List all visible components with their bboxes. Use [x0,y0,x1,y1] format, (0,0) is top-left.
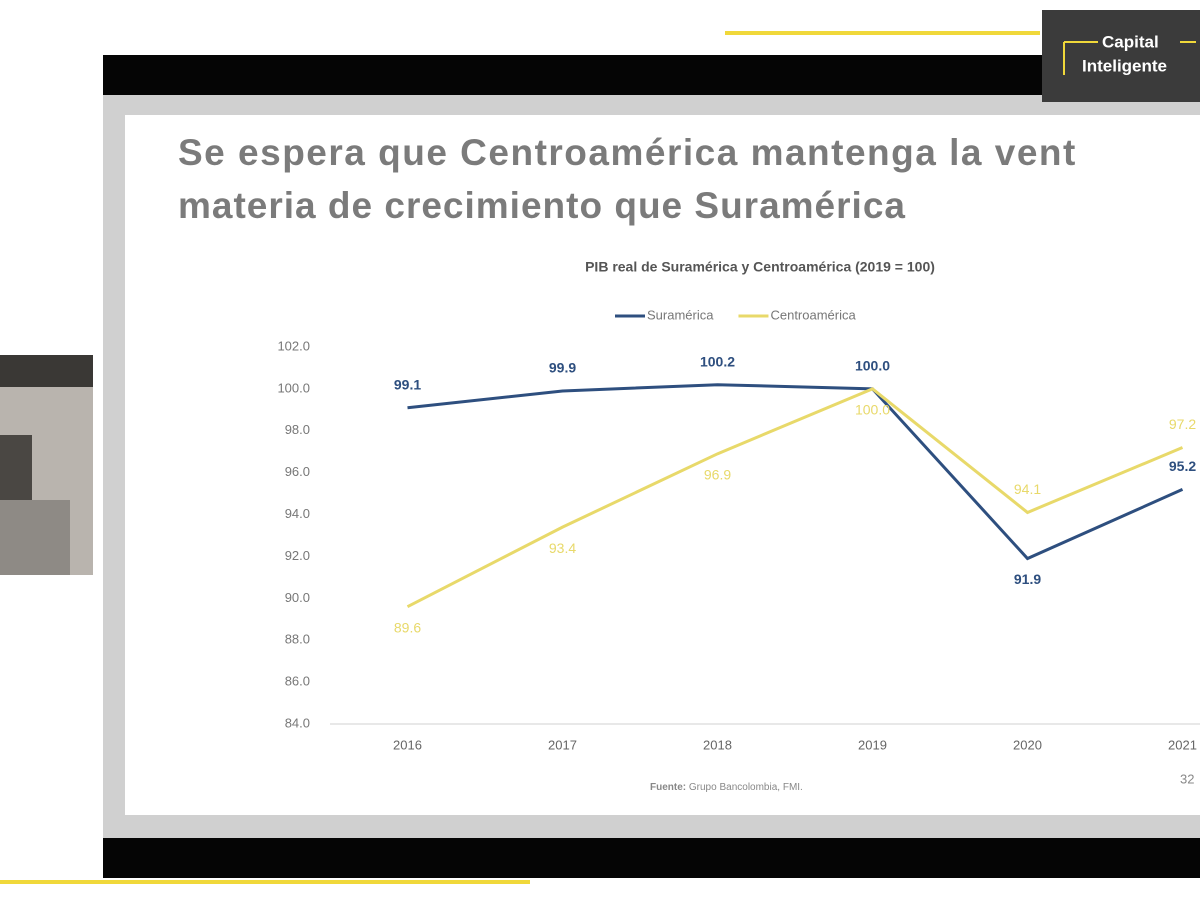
data-label: 94.1 [1014,481,1041,497]
y-tick-label: 84.0 [285,715,310,730]
source-label: Fuente: [650,782,686,793]
y-tick-label: 88.0 [285,632,310,647]
data-label: 93.4 [549,540,576,556]
slide-title: materia de crecimiento que Suramérica [178,185,906,226]
y-tick-label: 94.0 [285,506,310,521]
slide [125,115,1200,815]
logo-text: Capital [1102,32,1159,51]
webcam-person [0,500,70,575]
x-tick-label: 2018 [703,737,732,752]
y-tick-label: 92.0 [285,548,310,563]
data-label: 97.2 [1169,416,1196,432]
series-line [407,383,1184,561]
chart-title: PIB real de Suramérica y Centroamérica (… [585,259,935,275]
logo-text: Inteligente [1082,56,1167,75]
y-tick-label: 102.0 [277,338,310,353]
data-label: 89.6 [394,619,421,635]
data-label: 100.0 [855,402,890,418]
y-tick-label: 100.0 [277,380,310,395]
y-tick-label: 96.0 [285,464,310,479]
black-band [103,838,1200,878]
y-tick-label: 86.0 [285,674,310,689]
x-tick-label: 2019 [858,737,887,752]
legend-label: Centroamérica [770,307,856,322]
data-label: 99.9 [549,360,576,376]
x-tick-label: 2017 [548,737,577,752]
slide-title: Se espera que Centroamérica mantenga la … [178,132,1077,173]
x-tick-label: 2016 [393,737,422,752]
data-label: 100.2 [700,353,735,369]
data-label: 91.9 [1014,571,1041,587]
data-label: 100.0 [855,358,890,374]
data-label: 95.2 [1169,458,1196,474]
source-text: Grupo Bancolombia, FMI. [689,782,803,793]
page-number: 32 [1180,771,1194,786]
x-tick-label: 2021 [1168,737,1197,752]
source: Fuente: Grupo Bancolombia, FMI. [650,782,803,793]
webcam [0,355,93,575]
black-band [103,55,1200,95]
x-tick-label: 2020 [1013,737,1042,752]
data-label: 99.1 [394,376,421,392]
logo-bracket [1063,41,1196,75]
series-line [406,387,1184,609]
data-label: 96.9 [704,467,731,483]
logo-box [1042,10,1200,102]
webcam-shelf [0,355,93,387]
y-tick-label: 90.0 [285,590,310,605]
legend-label: Suramérica [647,307,714,322]
y-tick-label: 98.0 [285,422,310,437]
